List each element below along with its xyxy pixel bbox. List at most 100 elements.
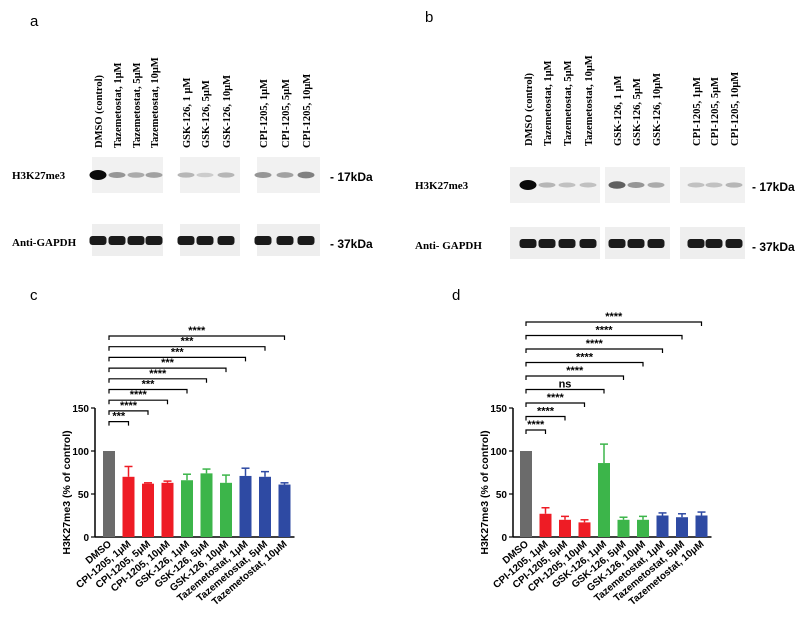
panel-label-d: d (452, 287, 460, 304)
panel-label-b: b (425, 9, 433, 26)
significance-label: **** (188, 325, 206, 337)
lane-label: CPI-1205, 1μM (259, 79, 270, 148)
significance-label: **** (576, 352, 594, 364)
row-label-gapdh: Anti- GAPDH (415, 240, 482, 252)
significance-bracket (525, 388, 605, 394)
significance-bracket (108, 356, 247, 362)
bar (695, 515, 708, 537)
bar (578, 522, 591, 537)
band-gapdh (254, 236, 272, 245)
significance-label: **** (537, 406, 555, 418)
significance-bracket (525, 429, 547, 434)
bar (676, 517, 688, 537)
bar (656, 515, 669, 537)
significance-label: **** (120, 400, 138, 412)
lane-label: GSK-126, 5μM (632, 78, 643, 146)
band-h3k27me3 (217, 172, 235, 178)
y-axis-label: H3K27me3 (% of control) (61, 430, 73, 554)
y-tick-label: 0 (501, 533, 507, 544)
significance-label: **** (605, 311, 623, 323)
bar (161, 482, 174, 537)
blot-panel-b: b DMSO (control) Tazemetostat, 1μM Tazemeto… (415, 9, 795, 259)
blot-panel-a: a DMSO (control) Tazemetostat, 1μM Tazemeto… (12, 13, 373, 256)
y-tick-label: 100 (72, 447, 89, 458)
western-blot-panels: a DMSO (control) Tazemetostat, 1μM Tazemeto… (12, 9, 795, 259)
significance-bracket (108, 367, 227, 373)
significance-label: *** (142, 379, 156, 391)
significance-bracket (525, 321, 703, 326)
lane-label: GSK-126, 10μM (222, 75, 233, 148)
row-label-h3k27me3: H3K27me3 (415, 180, 469, 192)
significance-bracket (525, 402, 586, 407)
bar (259, 476, 271, 537)
bar (239, 475, 252, 537)
bar (200, 473, 213, 537)
lane-label: Tazemetostat, 1μM (543, 60, 554, 146)
significance-label: ns (559, 379, 572, 391)
significance-bracket (108, 388, 188, 394)
lane-label: DMSO (control) (524, 72, 535, 146)
band-h3k27me3 (254, 171, 272, 179)
bar (142, 483, 154, 537)
row-label-h3k27me3: H3K27me3 (12, 170, 66, 182)
lane-label: DMSO (control) (94, 74, 105, 148)
significance-bracket (525, 361, 644, 367)
lane-label: CPI-1205, 5μM (710, 77, 721, 146)
band-h3k27me3 (608, 181, 626, 189)
lane-label: Tazemetostat, 10μM (150, 57, 161, 148)
lane-label: CPI-1205, 1μM (692, 77, 703, 146)
lane-label: GSK-126, 1 μM (182, 78, 193, 148)
band-h3k27me3 (687, 182, 705, 188)
band-gapdh (89, 236, 107, 245)
significance-label: **** (130, 389, 148, 401)
band-h3k27me3 (177, 172, 195, 178)
lane-label: CPI-1205, 5μM (281, 79, 292, 148)
lane-label: CPI-1205, 10μM (302, 74, 313, 148)
lane-label: Tazemetostat, 10μM (584, 55, 595, 146)
significance-bracket (525, 334, 683, 340)
bar (539, 513, 552, 537)
bar (220, 482, 232, 537)
significance-bracket (108, 346, 266, 351)
band-h3k27me3 (196, 172, 214, 178)
significance-bracket (525, 348, 664, 353)
lane-label: GSK-126, 1 μM (613, 76, 624, 146)
y-axis-label: H3K27me3 (% of control) (479, 430, 491, 554)
bar (181, 480, 193, 537)
y-tick-label: 50 (496, 490, 508, 501)
significance-label: *** (112, 411, 126, 423)
band-gapdh (145, 236, 163, 245)
y-tick-label: 150 (72, 404, 89, 415)
y-tick-label: 0 (83, 533, 89, 544)
significance-bracket (525, 415, 566, 421)
band-gapdh (177, 236, 195, 245)
band-gapdh (647, 239, 665, 248)
band-gapdh (558, 239, 576, 248)
bar (103, 451, 115, 537)
band-h3k27me3 (647, 182, 665, 188)
significance-label: **** (566, 365, 584, 377)
band-h3k27me3 (108, 171, 126, 179)
lane-label: Tazemetostat, 5μM (132, 62, 143, 148)
significance-bracket (108, 421, 130, 426)
bar (278, 484, 291, 537)
band-gapdh (687, 239, 705, 248)
band-gapdh (276, 236, 294, 245)
band-gapdh (297, 236, 315, 245)
band-gapdh (108, 236, 126, 245)
significance-label: **** (527, 419, 545, 431)
y-tick-label: 50 (78, 490, 90, 501)
band-gapdh (196, 236, 214, 245)
significance-label: **** (149, 368, 167, 380)
band-gapdh (579, 239, 597, 248)
bar (122, 476, 135, 537)
significance-bracket (525, 375, 625, 380)
band-gapdh (608, 239, 626, 248)
panel-label-c: c (30, 287, 38, 304)
significance-label: *** (161, 357, 175, 369)
significance-label: **** (547, 392, 565, 404)
band-gapdh (725, 239, 743, 248)
